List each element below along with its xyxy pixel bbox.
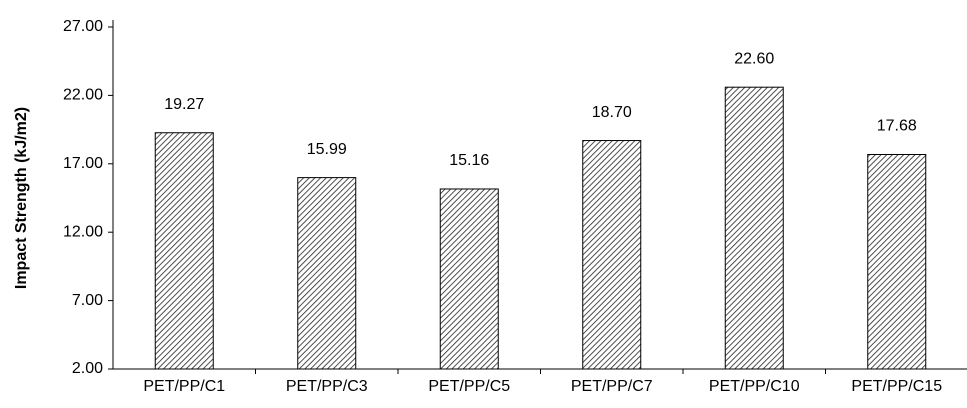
y-tick-label: 2.00	[72, 360, 103, 377]
bar	[440, 189, 498, 369]
bar	[155, 133, 213, 369]
bar	[725, 87, 783, 369]
value-label: 17.68	[877, 118, 917, 135]
x-tick-label: PET/PP/C15	[851, 378, 942, 395]
y-axis-label: Impact Strength (kJ/m2)	[13, 107, 30, 289]
y-tick-label: 22.00	[63, 87, 103, 104]
y-tick-label: 27.00	[63, 18, 103, 35]
bar	[868, 154, 926, 369]
y-tick-label: 7.00	[72, 292, 103, 309]
value-label: 15.99	[307, 141, 347, 158]
value-label: 18.70	[592, 104, 632, 121]
y-tick-label: 12.00	[63, 223, 103, 240]
x-tick-label: PET/PP/C5	[428, 378, 510, 395]
x-tick-label: PET/PP/C1	[143, 378, 225, 395]
x-tick-label: PET/PP/C7	[571, 378, 653, 395]
value-label: 22.60	[734, 50, 774, 67]
bar	[583, 141, 641, 369]
value-label: 19.27	[164, 96, 204, 113]
y-tick-label: 17.00	[63, 155, 103, 172]
x-tick-label: PET/PP/C3	[286, 378, 368, 395]
chart: Impact Strength (kJ/m2) 2.00 7.00 12.00 17.…	[0, 0, 967, 408]
bar	[298, 178, 356, 369]
x-tick-label: PET/PP/C10	[709, 378, 800, 395]
value-label: 15.16	[449, 152, 489, 169]
